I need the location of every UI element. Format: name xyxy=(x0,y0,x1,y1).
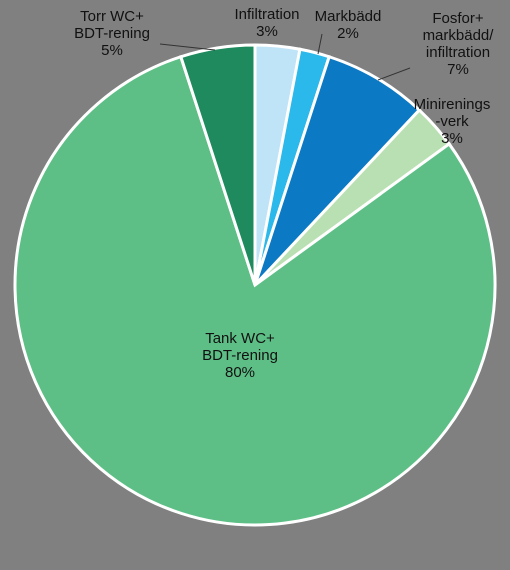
slice-label: Infiltration 3% xyxy=(234,6,299,40)
category-label: Markbädd xyxy=(314,8,382,25)
category-label: Torr WC+ BDT-rening xyxy=(74,8,150,42)
slice-label: Tank WC+ BDT-rening 80% xyxy=(202,330,278,381)
value-label: 3% xyxy=(256,23,278,40)
slice-label: Markbädd 2% xyxy=(315,8,382,42)
category-label: Minirenings -verk xyxy=(413,96,491,130)
leader-line xyxy=(159,43,216,51)
pie-slice xyxy=(253,54,422,287)
category-label: Infiltration xyxy=(234,6,300,23)
leader-line xyxy=(377,67,411,81)
value-label: 80% xyxy=(224,364,256,381)
pie-slice xyxy=(13,54,497,527)
slice-label: Torr WC+ BDT-rening 5% xyxy=(74,8,150,59)
slice-label: Minirenings -verk 3% xyxy=(414,96,491,147)
pie-slice xyxy=(178,43,257,286)
value-label: 5% xyxy=(101,42,123,59)
category-label: Tank WC+ BDT-rening xyxy=(202,330,278,364)
leader-line xyxy=(317,33,323,55)
value-label: 3% xyxy=(441,130,463,147)
slice-label: Fosfor+ markbädd/ infiltration 7% xyxy=(423,10,494,78)
value-label: 2% xyxy=(337,25,359,42)
value-label: 7% xyxy=(447,61,469,78)
category-label: Fosfor+ markbädd/ infiltration xyxy=(422,10,494,61)
